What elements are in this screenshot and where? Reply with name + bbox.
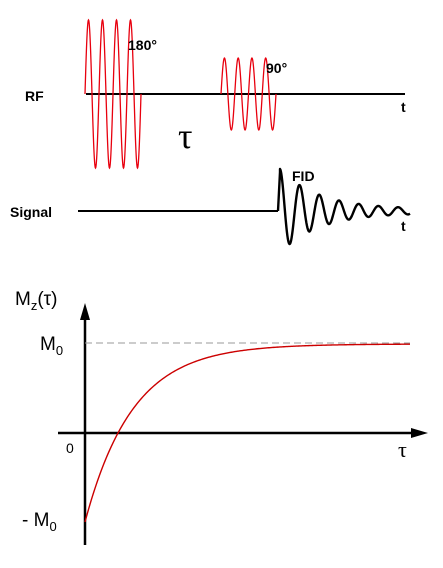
delay-tau-label: τ <box>178 116 192 156</box>
rf-time-label: t <box>401 99 406 115</box>
rf-label: RF <box>25 88 44 104</box>
m0-label: M0 <box>40 334 63 358</box>
y-axis-arrowhead <box>80 303 90 320</box>
neg-m0-label: - M0 <box>22 510 57 534</box>
signal-label: Signal <box>10 204 52 220</box>
y-axis-label: Mz(τ) <box>15 289 58 313</box>
recovery-plot: Mz(τ) M0 - M0 0 τ <box>15 289 428 545</box>
pulse-sequence-diagram: RF t 180° 90° τ Signal FID t <box>10 20 410 244</box>
x-axis-arrowhead <box>411 428 428 438</box>
pulse-180-label: 180° <box>128 37 157 53</box>
x-axis-label: τ <box>398 437 407 462</box>
signal-time-label: t <box>401 218 406 234</box>
fid-label: FID <box>292 168 315 184</box>
origin-label: 0 <box>66 440 74 456</box>
pulse-90-label: 90° <box>266 60 287 76</box>
